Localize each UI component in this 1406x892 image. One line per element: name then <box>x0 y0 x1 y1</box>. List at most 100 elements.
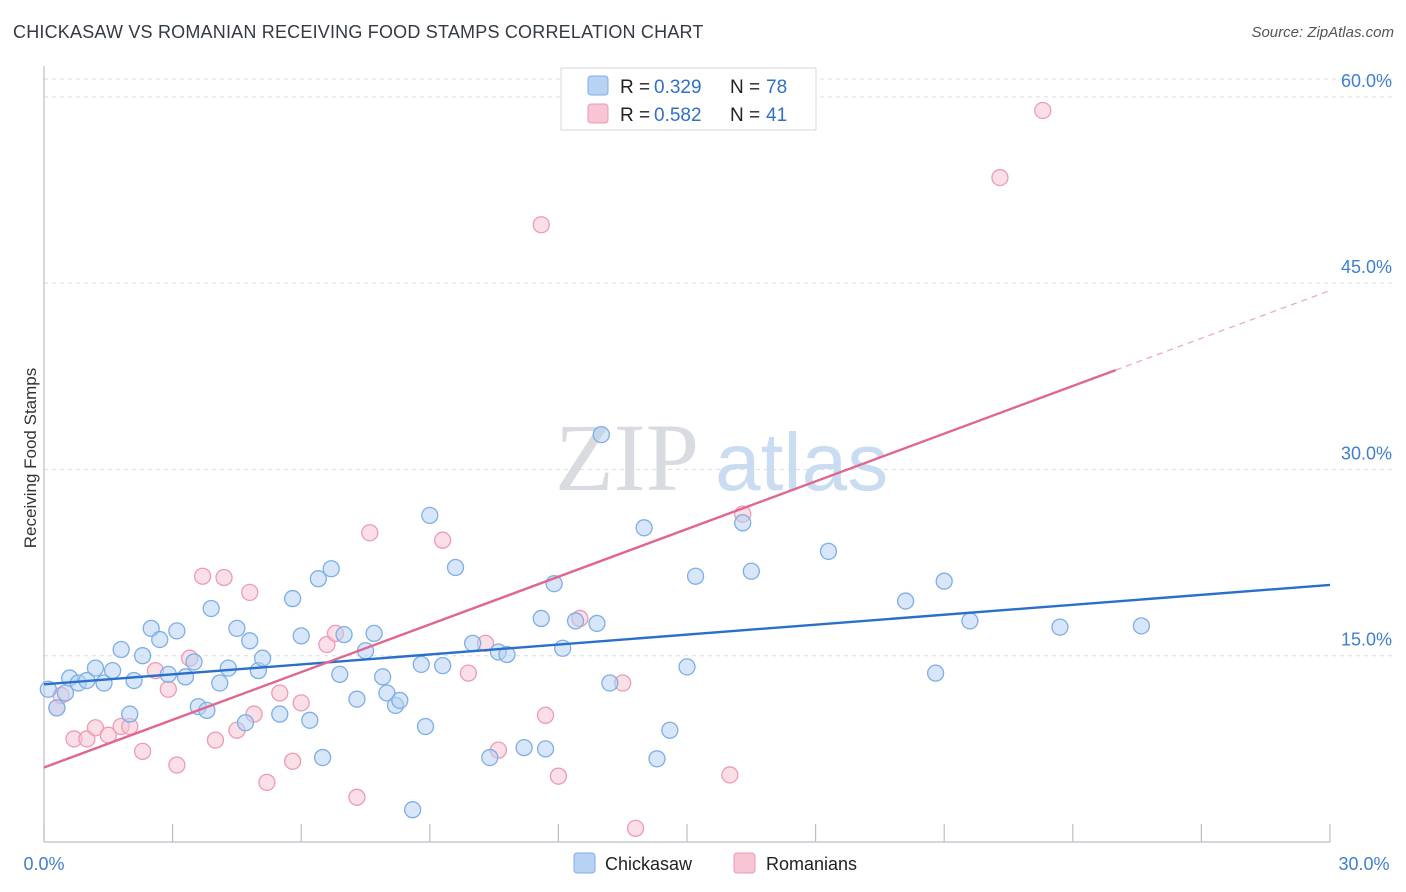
point-romanians <box>258 773 276 792</box>
legend-r-label-1: R = <box>620 77 655 98</box>
y-tick-label-30: 30.0% <box>1341 443 1392 463</box>
point-chickasaw <box>536 740 555 758</box>
point-chickasaw <box>391 691 409 710</box>
legend-r-value-1: 0.329 <box>654 77 702 98</box>
legend-swatch-chickasaw <box>587 75 609 96</box>
point-chickasaw <box>253 649 272 667</box>
point-chickasaw <box>271 705 289 723</box>
bottom-legend-label-chickasaw: Chickasaw <box>605 854 693 874</box>
point-chickasaw <box>313 748 332 767</box>
point-romanians <box>721 766 739 784</box>
point-chickasaw <box>125 671 143 690</box>
point-chickasaw <box>896 592 915 610</box>
point-chickasaw <box>309 570 327 588</box>
point-romanians <box>292 694 310 712</box>
point-chickasaw <box>404 801 422 819</box>
point-romanians <box>991 168 1009 187</box>
point-romanians <box>86 719 105 737</box>
point-chickasaw <box>236 714 255 732</box>
y-tick-label-60: 60.0% <box>1341 71 1392 91</box>
legend-n-label-2: N = <box>730 105 765 126</box>
legend-r-value-2: 0.582 <box>654 105 702 126</box>
point-chickasaw <box>734 514 752 532</box>
point-chickasaw <box>373 668 392 686</box>
point-chickasaw <box>283 589 302 608</box>
point-romanians <box>361 524 379 542</box>
point-chickasaw <box>292 627 310 645</box>
point-romanians <box>626 819 645 837</box>
point-chickasaw <box>211 674 229 692</box>
point-chickasaw <box>592 425 610 444</box>
point-chickasaw <box>112 640 130 659</box>
bottom-legend-swatch-romanians <box>733 852 756 874</box>
chart-source: Source: ZipAtlas.com <box>1251 24 1394 41</box>
watermark-zip: ZIP <box>555 404 699 511</box>
point-romanians <box>271 684 289 702</box>
point-romanians <box>206 731 225 749</box>
legend-n-value-1: 78 <box>766 77 787 98</box>
point-romanians <box>434 531 452 549</box>
point-chickasaw <box>202 599 220 618</box>
point-chickasaw <box>416 717 435 736</box>
point-romanians <box>215 568 233 587</box>
bottom-legend-label-romanians: Romanians <box>766 854 857 874</box>
point-romanians <box>536 706 555 724</box>
point-romanians <box>549 767 568 785</box>
point-chickasaw <box>498 645 516 664</box>
x-tick-label-max: 30.0% <box>1338 854 1389 874</box>
point-chickasaw <box>185 653 203 671</box>
point-chickasaw <box>103 661 122 680</box>
point-chickasaw <box>301 711 319 729</box>
point-chickasaw <box>1132 617 1151 635</box>
point-chickasaw <box>331 665 349 683</box>
point-romanians <box>159 680 177 698</box>
point-chickasaw <box>481 748 499 767</box>
y-axis-label: Receiving Food Stamps <box>21 368 40 548</box>
point-chickasaw <box>648 750 666 768</box>
point-chickasaw <box>464 634 482 652</box>
point-chickasaw <box>412 655 430 674</box>
point-romanians <box>283 752 302 770</box>
point-romanians <box>241 583 259 602</box>
watermark: ZIP atlas <box>555 404 888 511</box>
point-chickasaw <box>121 705 139 723</box>
point-chickasaw <box>151 630 169 649</box>
y-tick-label-15: 15.0% <box>1341 630 1392 650</box>
chart-title: CHICKASAW VS ROMANIAN RECEIVING FOOD STA… <box>13 22 704 42</box>
point-chickasaw <box>661 721 679 739</box>
point-chickasaw <box>378 684 396 702</box>
point-chickasaw <box>421 506 439 525</box>
bottom-legend-swatch-chickasaw <box>573 852 596 874</box>
point-romanians <box>168 756 186 774</box>
watermark-atlas: atlas <box>715 417 888 508</box>
y-tick-label-45: 45.0% <box>1341 257 1392 277</box>
point-chickasaw <box>228 619 246 638</box>
point-chickasaw <box>219 659 237 677</box>
legend-swatch-romanians <box>587 103 609 124</box>
trend-extension-romanians <box>1115 290 1331 371</box>
point-chickasaw <box>601 674 619 692</box>
point-chickasaw <box>348 690 366 708</box>
point-chickasaw <box>926 664 945 682</box>
point-chickasaw <box>133 647 152 665</box>
point-chickasaw <box>322 560 340 578</box>
point-chickasaw <box>434 656 452 675</box>
point-chickasaw <box>176 668 195 686</box>
point-chickasaw <box>446 558 465 577</box>
point-chickasaw <box>678 658 696 676</box>
point-chickasaw <box>48 699 66 717</box>
point-chickasaw <box>1051 618 1069 636</box>
point-chickasaw <box>168 622 186 640</box>
point-romanians <box>193 567 212 585</box>
point-romanians <box>348 788 366 806</box>
gridlines <box>44 78 1392 657</box>
point-romanians <box>1034 101 1052 120</box>
trend-lines <box>43 290 1331 769</box>
point-romanians <box>532 216 550 234</box>
point-chickasaw <box>686 567 705 585</box>
point-chickasaw <box>588 614 606 633</box>
point-chickasaw <box>961 612 979 630</box>
trend-line-romanians <box>43 368 1117 769</box>
legend-r-label-2: R = <box>620 105 655 126</box>
